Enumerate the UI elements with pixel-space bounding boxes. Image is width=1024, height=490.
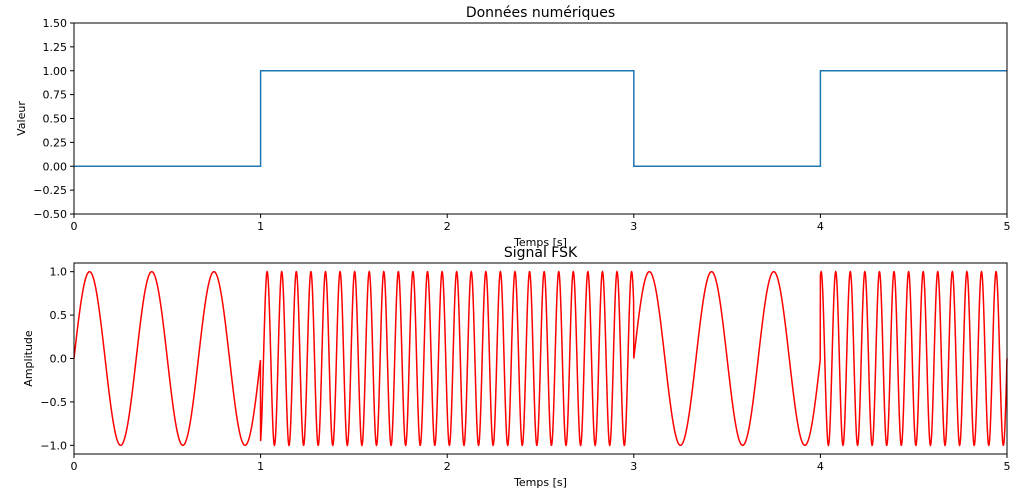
fsk-signal-line	[73, 270, 1008, 447]
plot-area	[73, 270, 1008, 447]
y-tick-label: 0.5	[50, 309, 68, 322]
y-tick-label: 0.75	[43, 89, 68, 102]
x-tick-label: 5	[1004, 220, 1011, 233]
x-axis-label: Temps [s]	[513, 236, 567, 249]
y-tick-label: 0.0	[50, 353, 68, 366]
chart-title: Données numériques	[466, 5, 615, 21]
x-tick-label: 1	[257, 220, 264, 233]
y-axis: −1.0 −0.5 0.0 0.5 1.0	[40, 266, 74, 452]
digital-data-chart: Données numériques 0 1 2 3 4 5 −0.50 −0.25 0.00…	[15, 5, 1011, 249]
x-axis-label: Temps [s]	[513, 476, 567, 489]
y-tick-label: 1.00	[43, 65, 68, 78]
y-tick-label: 0.00	[43, 160, 68, 173]
data-series-line	[74, 70, 1007, 167]
x-tick-label: 0	[71, 460, 78, 473]
y-tick-label: −0.25	[33, 184, 67, 197]
plot-area	[74, 70, 1007, 167]
x-tick-label: 1	[257, 460, 264, 473]
x-tick-label: 0	[71, 220, 78, 233]
axes-frame	[73, 22, 1008, 215]
y-tick-label: −1.0	[40, 439, 67, 452]
x-tick-label: 4	[817, 460, 824, 473]
y-axis-label: Valeur	[15, 101, 28, 136]
y-tick-label: 1.25	[43, 41, 68, 54]
y-axis: −0.50 −0.25 0.00 0.25 0.50 0.75 1.00 1.25 1.50	[33, 17, 74, 221]
chart-title: Signal FSK	[504, 245, 578, 261]
y-axis-label: Amplitude	[22, 330, 35, 387]
x-axis: 0 1 2 3 4 5	[71, 214, 1011, 233]
x-tick-label: 2	[444, 460, 451, 473]
y-tick-label: 1.50	[43, 17, 68, 30]
y-tick-label: 0.50	[43, 113, 68, 126]
x-axis: 0 1 2 3 4 5	[71, 454, 1011, 473]
x-tick-label: 2	[444, 220, 451, 233]
y-tick-label: −0.5	[40, 396, 67, 409]
fsk-signal-chart: Signal FSK 0 1 2 3 4 5 −1.0 −0.5 0.0 0.5 1.0 Temp…	[22, 245, 1011, 489]
x-tick-label: 5	[1004, 460, 1011, 473]
y-tick-label: −0.50	[33, 208, 67, 221]
y-tick-label: 0.25	[43, 136, 68, 149]
x-tick-label: 3	[630, 220, 637, 233]
x-tick-label: 3	[630, 460, 637, 473]
x-tick-label: 4	[817, 220, 824, 233]
y-tick-label: 1.0	[50, 266, 68, 279]
